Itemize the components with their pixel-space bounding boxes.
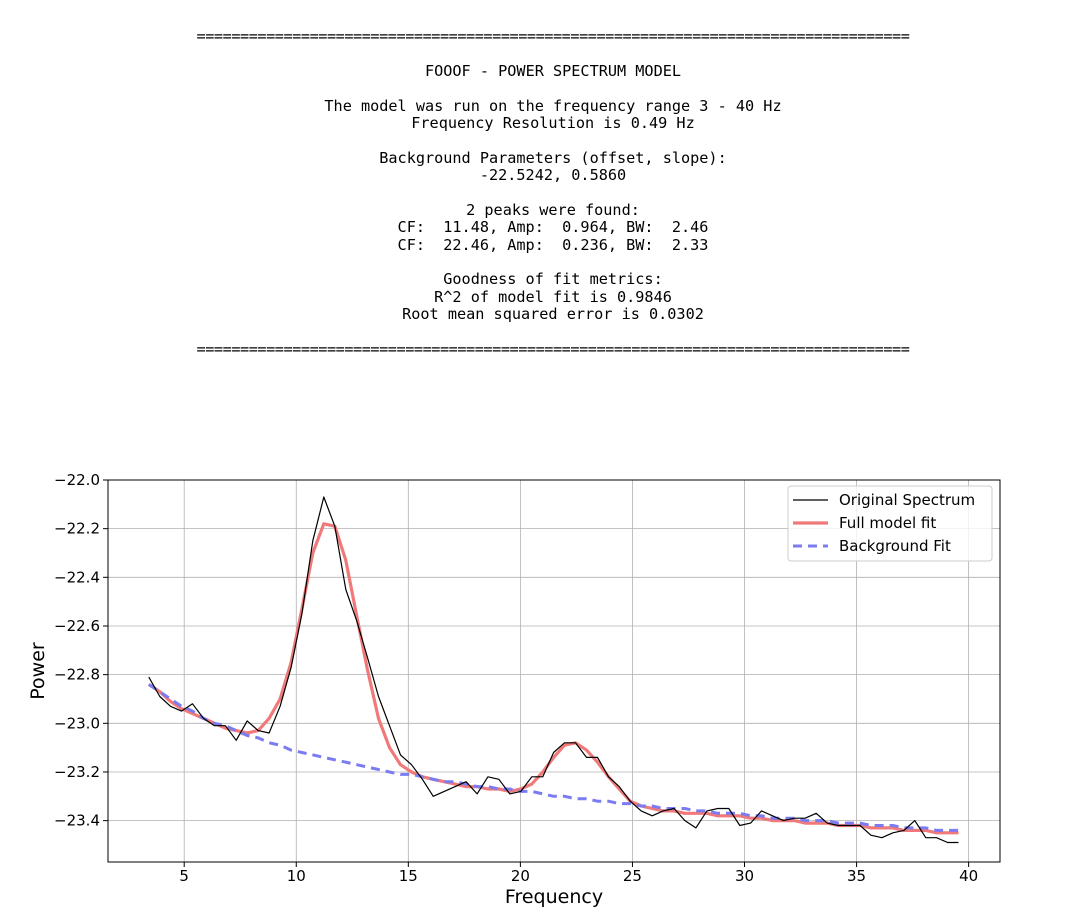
legend-label: Original Spectrum: [839, 491, 975, 509]
legend-box: [787, 485, 993, 562]
y-tick-label: −22.0: [54, 471, 100, 489]
x-tick-label: 20: [511, 867, 530, 885]
x-tick-label: 40: [959, 867, 978, 885]
y-tick-label: −22.6: [54, 617, 100, 635]
report-background-values: -22.5242, 0.5860: [479, 166, 627, 185]
y-tick-label: −23.4: [54, 812, 100, 830]
chart-series-layer: [147, 496, 959, 844]
series-line-original-spectrum: [148, 496, 959, 844]
report-separator-top: ========================================…: [196, 27, 910, 45]
series-line-full-model-fit: [147, 522, 959, 835]
x-tick-label: 35: [847, 867, 866, 885]
legend-label: Background Fit: [839, 537, 951, 555]
report-fit-header: Goodness of fit metrics:: [443, 270, 663, 289]
report-freq-resolution: Frequency Resolution is 0.49 Hz: [411, 113, 695, 132]
report-background-header: Background Parameters (offset, slope):: [379, 148, 727, 167]
x-tick-label: 25: [623, 867, 642, 885]
report-peak-row: CF: 22.46, Amp: 0.236, BW: 2.33: [397, 235, 709, 254]
y-tick-label: −22.2: [54, 520, 100, 538]
chart-grid: [108, 479, 1000, 862]
x-axis-label: Frequency: [505, 886, 603, 908]
y-axis-label: Power: [27, 642, 49, 700]
chart-legend: Original Spectrum Full model fit Backgroun…: [787, 485, 993, 562]
x-tick-label: 10: [287, 867, 306, 885]
x-tick-label: 15: [399, 867, 418, 885]
y-tick-label: −22.4: [54, 568, 100, 586]
chart-ticks: 5 10 15 20 25 30 35 40 −22.0 −22.2 −22.4 −22.6 −22.8…: [54, 471, 978, 885]
report-r2: R^2 of model fit is 0.9846: [434, 287, 672, 306]
x-tick-label: 30: [735, 867, 754, 885]
fooof-report: ========================================…: [0, 27, 1069, 359]
report-rmse: Root mean squared error is 0.0302: [402, 305, 704, 324]
report-peaks-header: 2 peaks were found:: [466, 200, 640, 219]
legend-label: Full model fit: [839, 514, 936, 532]
y-tick-label: −22.8: [54, 666, 100, 684]
y-tick-label: −23.2: [54, 763, 100, 781]
report-separator-bottom: ========================================…: [196, 340, 910, 359]
y-tick-label: −23.0: [54, 714, 100, 732]
x-tick-label: 5: [179, 867, 189, 885]
report-freq-range: The model was run on the frequency range…: [324, 96, 782, 115]
plot-frame: [107, 479, 1001, 863]
report-title: FOOOF - POWER SPECTRUM MODEL: [424, 61, 682, 80]
report-peak-row: CF: 11.48, Amp: 0.964, BW: 2.46: [397, 218, 709, 237]
